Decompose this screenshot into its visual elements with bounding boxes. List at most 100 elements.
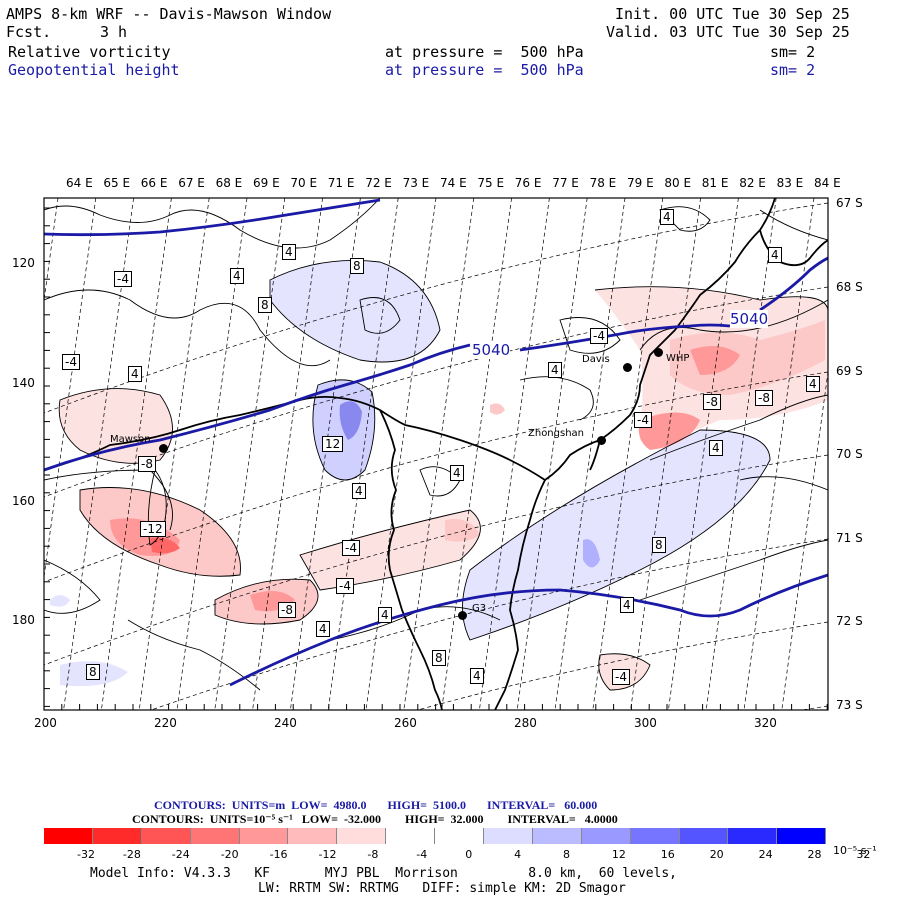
colorbar-unit: 10⁻⁵ s⁻¹ [833,844,877,857]
field1-level: at pressure = 500 hPa [385,43,584,61]
station-marker-whp [654,348,663,357]
colorbar-segment [44,828,93,844]
longitude-label: 83 E [776,176,804,190]
x-axis-label: 280 [514,716,537,730]
contour-label: 4 [352,483,366,499]
meridian-line [781,369,828,710]
station-label-zhongshan: Zhongshan [528,428,585,439]
longitude-label: 84 E [814,176,841,190]
forecast-label: Fcst. [6,23,52,41]
meridian-line [252,198,323,710]
parallel-line [150,538,828,710]
map-title: AMPS 8-km WRF -- Davis-Mawson Window [6,5,332,23]
colorbar-tick-label: -32 [77,848,95,861]
contour-label: -4 [590,328,608,344]
x-axis-label: 200 [34,716,57,730]
axis-ticks [43,207,828,710]
contour-label: 8 [652,537,666,553]
contour-label: -8 [755,390,773,406]
y-axis-label: 160 [12,494,35,508]
contour-label: -4 [336,578,354,594]
contour-label: -4 [342,540,360,556]
longitude-label: 65 E [103,176,131,190]
station-marker-mawson [159,444,168,453]
meridian-line [403,198,475,710]
meridian-line [365,198,437,710]
forecast-value: 3 h [100,23,128,41]
meridian-line [44,198,59,303]
contour-label: 4 [709,440,723,456]
colorbar-tick-label: 32 [856,848,871,861]
colorbar-tick-label: 28 [807,848,822,861]
contour-label: -8 [278,602,296,618]
latitude-label: 72 S [836,614,863,628]
field1-smoothing: sm= 2 [770,43,816,61]
longitude-label: 68 E [215,176,243,190]
longitude-label: 77 E [552,176,579,190]
parallel-line [44,371,828,583]
station-marker-davis [623,363,632,372]
colorbar-tick-label: 20 [709,848,724,861]
contour-label: 8 [258,297,272,313]
longitude-label: 81 E [701,176,729,190]
colorbar-tick-label: -12 [318,848,337,861]
contour-label: -4 [634,412,652,428]
station-label-whp: WHP [666,353,690,364]
contour-label: 4 [450,465,464,481]
station-marker-g3 [458,611,467,620]
meridian-line [516,198,588,710]
model-info: Model Info: V4.3.3 KF MYJ PBL Morrison 8… [90,866,677,881]
colorbar-tick-label: 12 [611,848,626,861]
meridian-line [290,198,361,710]
x-axis-label: 300 [634,716,657,730]
latitude-label: 68 S [836,280,863,294]
longitude-label: 69 E [253,176,280,190]
valid-time: Valid. 03 UTC Tue 30 Sep 25 [606,23,850,41]
colorbar-segment [92,828,142,844]
contour-label: 4 [620,597,634,613]
longitude-label: 71 E [327,176,355,190]
y-axis-label: 120 [12,256,35,270]
contour-label: -8 [138,456,156,472]
contour-label: 4 [316,621,330,637]
height-label-5040-east: 5040 [730,310,769,328]
colorbar-segment [435,828,485,844]
longitude-label: 76 E [514,176,542,190]
field2-smoothing: sm= 2 [770,61,816,79]
latitude-label: 70 S [836,447,863,461]
colorbar-segment [288,828,338,844]
longitude-label: 70 E [290,176,318,190]
latitude-label: 69 S [836,364,863,378]
x-axis-label: 220 [154,716,177,730]
contour-label: -12 [140,521,166,537]
y-axis-label: 180 [12,613,35,627]
contour-label: 4 [230,268,244,284]
x-axis-label: 240 [274,716,297,730]
colorbar-tick-label: 4 [514,848,522,861]
meridian-line [138,198,210,710]
contour-label: 12 [322,436,344,452]
colorbar-tick-label: 16 [660,848,675,861]
longitude-label: 64 E [66,176,93,190]
colorbar-tick-label: -24 [171,848,190,861]
colorbar-segment [386,828,436,844]
longitude-label: 66 E [140,176,168,190]
latitude-label: 67 S [836,196,863,210]
vorticity-contour-info: CONTOURS: UNITS=10⁻⁵ s⁻¹ LOW= -32.000 HI… [132,812,618,826]
longitude-label: 80 E [664,176,692,190]
colorbar-segment [532,828,582,844]
parallel-line [416,621,828,710]
station-label-g3: G3 [472,603,487,614]
x-axis-label: 320 [754,716,777,730]
longitude-label: 78 E [589,176,617,190]
meridian-line [479,198,550,710]
meridian-line [743,198,815,710]
contour-label: 4 [660,209,674,225]
meridian-line [554,198,626,710]
colorbar-segment [141,828,191,844]
contour-label: 8 [350,258,364,274]
colorbar-segment [777,828,827,844]
contour-label: -4 [114,271,132,287]
contour-label: -4 [612,669,630,685]
parallel-line [44,286,828,498]
